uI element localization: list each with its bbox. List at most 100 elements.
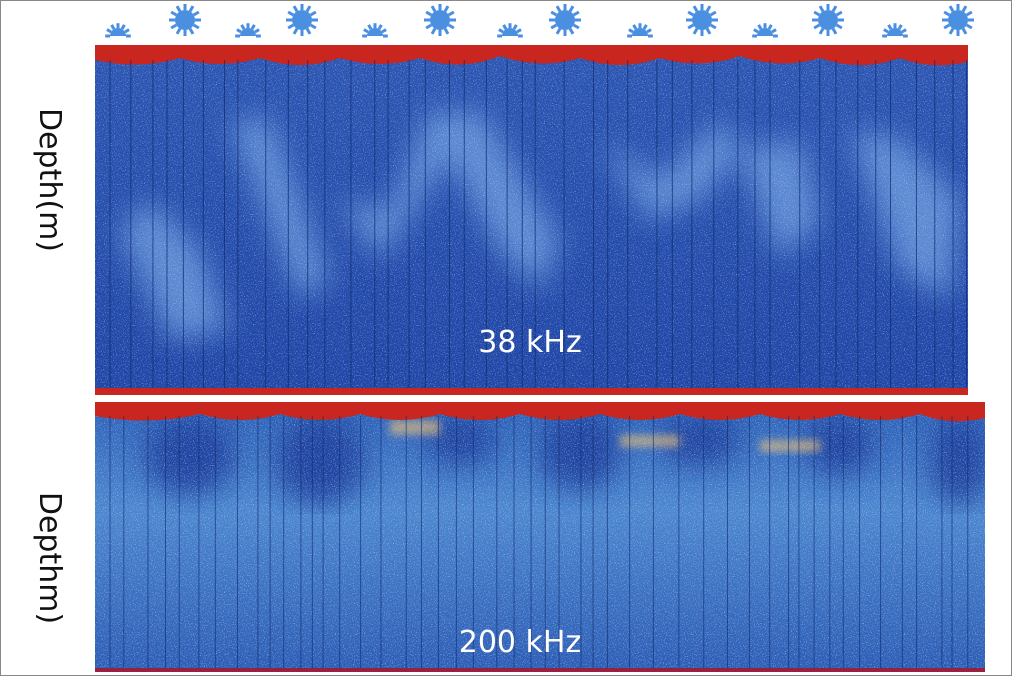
speckle [95,45,968,395]
sun-body [502,28,518,36]
sun-ray [443,5,450,13]
sun-ray [572,23,580,30]
sun-ray [835,23,843,30]
sun-ray [425,10,433,17]
sun-body [367,28,383,36]
sunrise-icon [105,23,131,38]
sunrise-icon [497,23,523,38]
sun-ray [555,27,562,35]
sun-ray [550,10,558,17]
sun-ray [883,28,889,34]
sun-ray [254,28,260,34]
sun-body [887,28,903,36]
y-axis-label: Depthm) [32,492,67,624]
sunrise-icon [627,23,653,38]
y-axis-label: Depth(m) [32,108,67,252]
sun-ray [628,28,634,34]
sun-ray [948,5,955,13]
sun-ray [767,24,773,30]
sun-icon [942,4,974,36]
sun-ray [961,27,968,35]
sun-ray [381,28,387,34]
sun-ray [965,10,973,17]
sun-ray [192,10,200,17]
sun-ray [813,10,821,17]
sun-ray [646,28,652,34]
sun-ray [771,28,777,34]
sun-ray [110,24,116,30]
sun-ray [632,24,638,30]
sun-ray [692,27,699,35]
sun-body [692,10,712,30]
sun-ray [175,5,182,13]
sun-icon [812,4,844,36]
sunrise-icon [752,23,778,38]
sun-ray [568,27,575,35]
echogram-200 [95,402,985,672]
sun-ray [250,24,256,30]
sunrise-icon [235,23,261,38]
sun-ray [818,5,825,13]
sun-ray [447,10,455,17]
sun-ray [377,24,383,30]
sun-ray [901,28,907,34]
sun-ray [887,24,893,30]
frequency-label: 38 kHz [478,325,581,360]
sun-ray [687,10,695,17]
sun-body [240,28,256,36]
sun-body [632,28,648,36]
sun-ray [753,28,759,34]
speckle [95,402,985,672]
sun-body [757,28,773,36]
sun-ray [192,23,200,30]
sun-body [430,10,450,30]
sun-ray [240,24,246,30]
sun-ray [305,27,312,35]
sun-icon [424,4,456,36]
sun-ray [705,27,712,35]
sun-ray [555,5,562,13]
sun-ray [447,23,455,30]
sun-ray [170,23,178,30]
sunrise-icon [362,23,388,38]
sun-ray [961,5,968,13]
sun-ray [287,23,295,30]
bottom-band [95,668,985,672]
sun-ray [692,5,699,13]
sunrise-icon [882,23,908,38]
sun-ray [835,10,843,17]
surface-band [95,45,968,66]
sun-ray [425,23,433,30]
sun-ray [430,27,437,35]
sun-body [175,10,195,30]
sun-ray [292,5,299,13]
ping-lines [109,416,969,668]
sun-icon [169,4,201,36]
bottom-band [95,388,968,395]
sun-ray [175,27,182,35]
sun-body [818,10,838,30]
sun-ray [550,23,558,30]
sun-ray [309,23,317,30]
sun-ray [943,23,951,30]
sun-row [105,4,974,38]
sun-ray [709,10,717,17]
sun-icon [686,4,718,36]
sun-ray [363,28,369,34]
sun-ray [188,27,195,35]
sun-ray [430,5,437,13]
sun-ray [502,24,508,30]
ping-lines [109,60,967,390]
sun-ray [309,10,317,17]
sun-ray [292,27,299,35]
sun-ray [120,24,126,30]
sun-icon [549,4,581,36]
sun-ray [709,23,717,30]
sun-ray [572,10,580,17]
sun-icon [286,4,318,36]
sun-ray [568,5,575,13]
sun-body [555,10,575,30]
echogram-38 [95,45,968,395]
